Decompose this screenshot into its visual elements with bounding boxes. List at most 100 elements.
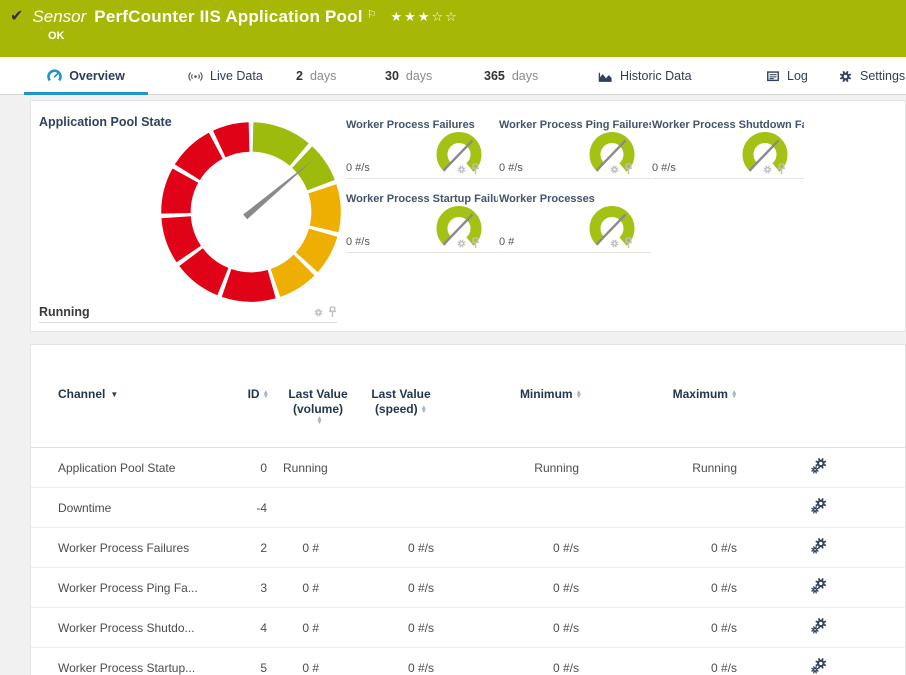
column-header-last-value-volume[interactable]: Last Value(volume)▲▼	[283, 345, 353, 448]
page-title: PerfCounter IIS Application Pool	[94, 7, 362, 27]
channel-id: 0	[239, 448, 283, 488]
gear-icon[interactable]	[456, 238, 467, 249]
sort-arrows-icon: ▲▼	[421, 406, 427, 414]
channel-name[interactable]: Worker Process Startup...	[31, 648, 239, 675]
flag-icon[interactable]: ⚐	[367, 8, 377, 21]
pin-icon[interactable]	[777, 163, 786, 175]
maximum-value	[601, 488, 757, 528]
gears-icon	[811, 498, 827, 514]
mini-gauge-panel: Worker Processes 0 #	[499, 189, 651, 253]
sort-arrows-icon: ▲▼	[576, 391, 582, 399]
edit-channel-button[interactable]	[811, 538, 827, 557]
channel-name[interactable]: Worker Process Shutdo...	[31, 608, 239, 648]
channel-table: Channel▼ ID▲▼ Last Value(volume)▲▼ Last …	[31, 345, 906, 675]
column-header-actions	[757, 345, 906, 448]
tab-2-days[interactable]: 2days	[296, 57, 336, 95]
table-row[interactable]: Worker Process Failures 2 0 # 0 #/s 0 #/…	[31, 528, 906, 568]
mini-gauge-title[interactable]: Worker Process Ping Failures	[499, 119, 651, 131]
pin-icon[interactable]	[328, 306, 337, 318]
edit-channel-button[interactable]	[811, 498, 827, 517]
edit-channel-button[interactable]	[811, 458, 827, 477]
pin-icon[interactable]	[624, 163, 633, 175]
tab-historic-data[interactable]: Historic Data	[598, 57, 692, 95]
channel-id: 4	[239, 608, 283, 648]
gears-icon	[811, 538, 827, 554]
mini-gauge-value: 0 #/s	[346, 162, 370, 174]
table-row[interactable]: Worker Process Startup... 5 0 # 0 #/s 0 …	[31, 648, 906, 675]
table-row[interactable]: Worker Process Ping Fa... 3 0 # 0 #/s 0 …	[31, 568, 906, 608]
gear-icon[interactable]	[762, 164, 773, 175]
status-check-icon: ✔	[10, 9, 23, 25]
sort-caret-icon: ▼	[110, 390, 118, 399]
last-value-volume: 0 #	[283, 648, 353, 675]
priority-stars[interactable]: ★★★☆☆	[391, 9, 459, 25]
channel-name[interactable]: Worker Process Ping Fa...	[31, 568, 239, 608]
column-header-minimum[interactable]: Minimum▲▼	[449, 345, 601, 448]
table-row[interactable]: Worker Process Shutdo... 4 0 # 0 #/s 0 #…	[31, 608, 906, 648]
pin-icon[interactable]	[624, 237, 633, 249]
minimum-value: 0 #/s	[449, 608, 601, 648]
gears-icon	[811, 618, 827, 634]
last-value-volume: Running	[283, 448, 353, 488]
mini-gauge-panel: Worker Process Ping Failures 0 #/s	[499, 115, 651, 179]
last-value-speed: 0 #/s	[353, 648, 449, 675]
tab-overview[interactable]: Overview	[24, 57, 148, 95]
last-value-volume: 0 #	[283, 528, 353, 568]
channel-name[interactable]: Worker Process Failures	[31, 528, 239, 568]
tab-settings[interactable]: Settings	[838, 57, 905, 95]
pin-icon[interactable]	[471, 237, 480, 249]
channel-id: -4	[239, 488, 283, 528]
tab-log[interactable]: Log	[766, 57, 808, 95]
gauge-icon	[47, 69, 62, 84]
edit-channel-button[interactable]	[811, 578, 827, 597]
gear-icon[interactable]	[313, 307, 324, 318]
column-header-last-value-speed[interactable]: Last Value(speed)▲▼	[353, 345, 449, 448]
gear-icon[interactable]	[456, 164, 467, 175]
gears-icon	[811, 658, 827, 674]
gear-icon[interactable]	[609, 238, 620, 249]
channel-id: 3	[239, 568, 283, 608]
pin-icon[interactable]	[471, 163, 480, 175]
minimum-value: Running	[449, 448, 601, 488]
edit-channel-button[interactable]	[811, 618, 827, 637]
minimum-value: 0 #/s	[449, 648, 601, 675]
sort-arrows-icon: ▲▼	[263, 391, 269, 399]
channel-id: 5	[239, 648, 283, 675]
channel-id: 2	[239, 528, 283, 568]
mini-gauge-title[interactable]: Worker Process Shutdown Fa...	[652, 119, 804, 131]
mini-gauge-value: 0 #/s	[346, 236, 370, 248]
mini-gauge-title[interactable]: Worker Processes	[499, 193, 595, 205]
log-icon	[766, 69, 780, 83]
main-gauge-footer: Running	[39, 302, 337, 323]
channel-table-card: Channel▼ ID▲▼ Last Value(volume)▲▼ Last …	[30, 344, 906, 675]
gears-icon	[811, 578, 827, 594]
channel-name[interactable]: Downtime	[31, 488, 239, 528]
column-header-id[interactable]: ID▲▼	[239, 345, 283, 448]
last-value-volume: 0 #	[283, 568, 353, 608]
gear-icon[interactable]	[609, 164, 620, 175]
mini-gauge-title[interactable]: Worker Process Failures	[346, 119, 475, 131]
channel-name[interactable]: Application Pool State	[31, 448, 239, 488]
table-row[interactable]: Application Pool State 0 Running Running…	[31, 448, 906, 488]
table-row[interactable]: Downtime -4	[31, 488, 906, 528]
tab-30-days[interactable]: 30days	[385, 57, 432, 95]
chart-icon	[598, 69, 613, 84]
last-value-speed	[353, 448, 449, 488]
tab-live-data[interactable]: Live Data	[188, 57, 263, 95]
edit-channel-button[interactable]	[811, 658, 827, 675]
status-badge: OK	[48, 30, 65, 42]
mini-gauge-value: 0 #/s	[499, 162, 523, 174]
column-header-channel[interactable]: Channel▼	[31, 345, 239, 448]
mini-gauge-title[interactable]: Worker Process Startup Failu...	[346, 193, 498, 205]
last-value-speed: 0 #/s	[353, 528, 449, 568]
sensor-header: ✔ Sensor PerfCounter IIS Application Poo…	[0, 0, 906, 57]
maximum-value: 0 #/s	[601, 568, 757, 608]
minimum-value	[449, 488, 601, 528]
tab-365-days[interactable]: 365days	[484, 57, 538, 95]
column-header-maximum[interactable]: Maximum▲▼	[601, 345, 757, 448]
mini-gauge-value: 0 #	[499, 236, 514, 248]
mini-gauge-panel: Worker Process Startup Failu... 0 #/s	[346, 189, 498, 253]
maximum-value: 0 #/s	[601, 648, 757, 675]
last-value-speed: 0 #/s	[353, 568, 449, 608]
main-gauge-title[interactable]: Application Pool State	[39, 115, 172, 129]
